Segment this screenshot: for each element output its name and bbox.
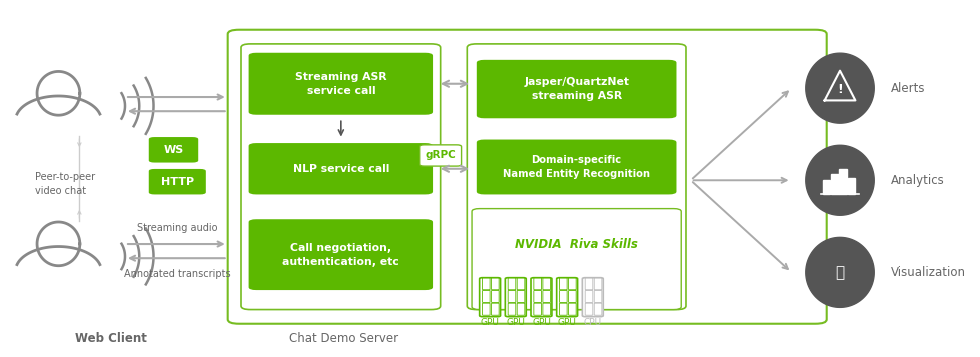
Text: gRPC: gRPC [425, 151, 456, 161]
Text: Streaming audio: Streaming audio [137, 223, 218, 233]
Text: Streaming ASR
service call: Streaming ASR service call [295, 72, 387, 96]
Text: Chat Demo Server: Chat Demo Server [289, 332, 398, 345]
Polygon shape [806, 53, 874, 123]
Text: !: ! [837, 84, 843, 96]
Polygon shape [848, 178, 856, 193]
Text: Alerts: Alerts [892, 82, 926, 95]
FancyBboxPatch shape [249, 219, 433, 290]
Polygon shape [806, 145, 874, 215]
Text: Visualization: Visualization [892, 266, 966, 279]
FancyBboxPatch shape [419, 145, 462, 166]
Text: NLP service call: NLP service call [293, 164, 389, 174]
FancyBboxPatch shape [531, 278, 552, 317]
FancyBboxPatch shape [477, 140, 676, 195]
FancyBboxPatch shape [477, 60, 676, 118]
Text: HTTP: HTTP [161, 177, 194, 187]
FancyBboxPatch shape [472, 208, 681, 310]
FancyBboxPatch shape [149, 137, 198, 162]
Text: 🗺: 🗺 [836, 265, 845, 280]
Text: GPU: GPU [532, 318, 551, 327]
FancyBboxPatch shape [249, 143, 433, 195]
Text: GPU: GPU [558, 318, 576, 327]
FancyBboxPatch shape [582, 278, 604, 317]
Polygon shape [840, 169, 847, 193]
Text: WS: WS [164, 145, 183, 155]
Text: Call negotiation,
authentication, etc: Call negotiation, authentication, etc [282, 243, 399, 267]
Text: GPU: GPU [507, 318, 525, 327]
Text: GPU: GPU [480, 318, 500, 327]
Text: CPU: CPU [584, 318, 602, 327]
Text: Jasper/QuartzNet
streaming ASR: Jasper/QuartzNet streaming ASR [524, 77, 629, 101]
FancyBboxPatch shape [249, 53, 433, 115]
Polygon shape [831, 174, 839, 193]
Text: Peer-to-peer
video chat: Peer-to-peer video chat [34, 172, 95, 196]
FancyBboxPatch shape [506, 278, 526, 317]
FancyBboxPatch shape [557, 278, 577, 317]
Polygon shape [823, 180, 830, 193]
Text: Domain-specific
Named Entity Recognition: Domain-specific Named Entity Recognition [503, 155, 650, 179]
Text: Annotated transcripts: Annotated transcripts [124, 269, 230, 279]
FancyBboxPatch shape [149, 169, 206, 195]
Polygon shape [806, 237, 874, 307]
Text: Analytics: Analytics [892, 174, 945, 187]
Text: Web Client: Web Client [74, 332, 147, 345]
FancyBboxPatch shape [479, 278, 501, 317]
Text: NVIDIA  Riva Skills: NVIDIA Riva Skills [515, 238, 638, 251]
